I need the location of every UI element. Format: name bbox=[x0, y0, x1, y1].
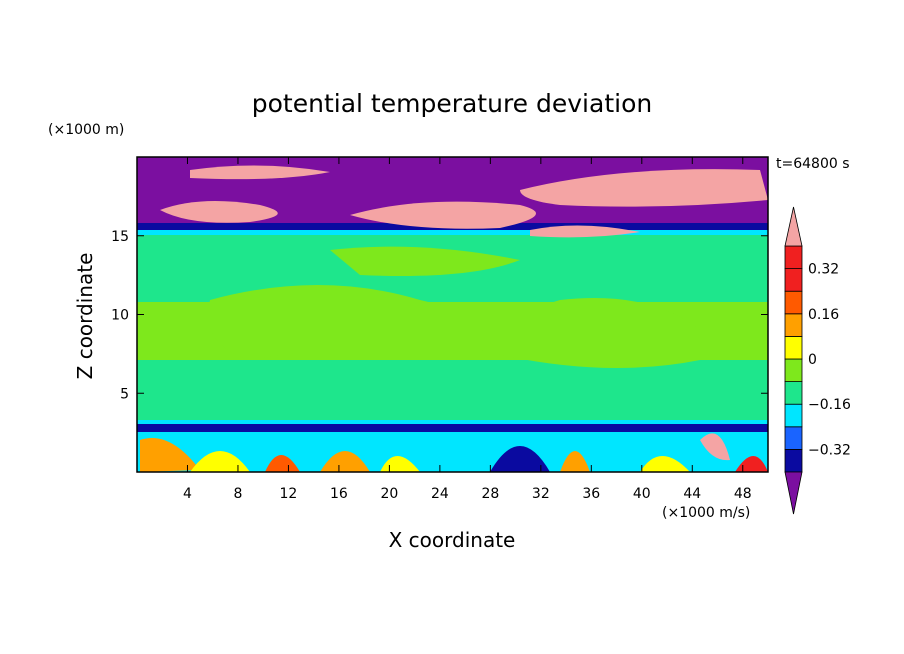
field-patch-upper-warm-5 bbox=[530, 225, 640, 238]
colorbar-segment bbox=[784, 448, 803, 473]
colorbar-arrow-top bbox=[784, 206, 803, 247]
field-patch-low-warm-5 bbox=[380, 456, 420, 472]
field-patch-low-warm-7 bbox=[640, 456, 690, 472]
x-tick-label: 16 bbox=[330, 486, 348, 502]
colorbar-tick-label: 0 bbox=[808, 352, 817, 368]
colorbar-tick-label: 0.32 bbox=[808, 262, 839, 278]
field-band-cyan-line bbox=[137, 227, 768, 235]
x-axis-ticks: 4 8 12 16 20 24 28 32 36 40 44 48 bbox=[183, 157, 752, 502]
x-tick-label: 28 bbox=[481, 486, 499, 502]
colorbar-segment bbox=[784, 245, 803, 270]
colorbar-segment bbox=[784, 381, 803, 405]
x-tick-label: 20 bbox=[380, 486, 398, 502]
x-tick-label: 4 bbox=[183, 486, 192, 502]
y-unit-label: (×1000 m) bbox=[48, 122, 124, 138]
field-band-lower-mid bbox=[137, 360, 768, 430]
chart-title: potential temperature deviation bbox=[252, 89, 652, 118]
y-axis-ticks: 5 10 15 bbox=[111, 229, 768, 402]
colorbar-tick-label: 0.16 bbox=[808, 307, 839, 323]
colorbar-segment bbox=[784, 290, 803, 315]
field-band-low-dark bbox=[137, 424, 768, 432]
x-tick-label: 24 bbox=[431, 486, 449, 502]
time-label: t=64800 s bbox=[776, 156, 850, 172]
field-patch-upper-warm-3 bbox=[520, 169, 768, 207]
y-axis-label: Z coordinate bbox=[73, 253, 97, 380]
colorbar-segment bbox=[784, 358, 803, 383]
field-patch-upper-warm-4 bbox=[190, 165, 330, 180]
field-patch-low-warm-3 bbox=[265, 455, 300, 472]
x-unit-label: (×1000 m/s) bbox=[662, 505, 750, 521]
colorbar-tick-label: −0.32 bbox=[808, 442, 851, 458]
x-tick-label: 40 bbox=[633, 486, 651, 502]
colorbar: −0.32 −0.16 0 0.16 0.32 bbox=[784, 206, 851, 515]
x-tick-label: 44 bbox=[683, 486, 701, 502]
x-tick-label: 8 bbox=[233, 486, 242, 502]
colorbar-segment bbox=[784, 313, 803, 337]
x-axis-label: X coordinate bbox=[389, 528, 516, 552]
field-patch-mid-green-1 bbox=[208, 285, 700, 368]
field-patch-low-warm-8 bbox=[700, 433, 730, 461]
colorbar-segment bbox=[784, 335, 803, 360]
field-patch-low-warm-4 bbox=[320, 451, 370, 472]
y-tick-label: 5 bbox=[120, 386, 129, 402]
colorbar-tick-label: −0.16 bbox=[808, 397, 851, 413]
y-tick-label: 10 bbox=[111, 308, 129, 324]
field-patch-low-cold-1 bbox=[490, 446, 550, 472]
field-patch-upper-warm-1 bbox=[160, 201, 278, 223]
field-patch-low-warm-2 bbox=[190, 451, 250, 472]
x-tick-label: 32 bbox=[532, 486, 550, 502]
field-patch-low-warm-1 bbox=[140, 438, 200, 472]
field-patch-mid-green-2 bbox=[330, 246, 520, 276]
colorbar-segment bbox=[784, 268, 803, 292]
x-tick-label: 12 bbox=[280, 486, 298, 502]
contour-field bbox=[137, 157, 768, 472]
field-patch-upper-warm-2 bbox=[350, 201, 536, 229]
x-tick-label: 36 bbox=[582, 486, 600, 502]
colorbar-segment bbox=[784, 426, 803, 450]
x-tick-label: 48 bbox=[734, 486, 752, 502]
colorbar-arrow-bottom bbox=[784, 471, 803, 515]
colorbar-segment bbox=[784, 403, 803, 428]
field-patch-low-warm-6 bbox=[560, 451, 590, 472]
y-tick-label: 15 bbox=[111, 229, 129, 245]
